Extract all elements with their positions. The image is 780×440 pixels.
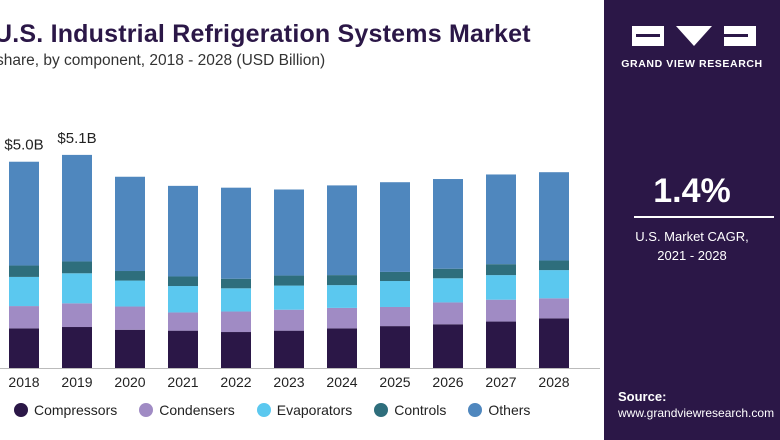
bar-2026-condensers (433, 302, 463, 325)
brand-name: GRAND VIEW RESEARCH (621, 58, 763, 70)
bar-2023-others (274, 189, 304, 276)
bar-2018-others (9, 161, 39, 266)
bar-2018-controls (9, 265, 39, 277)
bar-2025-others (380, 182, 410, 272)
chart-subtitle: share, by component, 2018 - 2028 (USD Bi… (0, 52, 326, 69)
bar-2026-controls (433, 268, 463, 279)
bar-2022-compressors (221, 332, 251, 368)
legend-swatch (374, 403, 389, 417)
legend-item-evaporators: Evaporators (256, 402, 353, 418)
bar-2022-controls (221, 278, 251, 289)
legend-swatch (139, 403, 154, 417)
cagr-label-line1: U.S. Market CAGR, (635, 229, 749, 244)
bar-2023-condensers (274, 309, 304, 331)
x-tick-label: 2020 (114, 374, 145, 390)
cagr-divider (634, 216, 774, 218)
bar-2027-evaporators (486, 275, 516, 300)
bar-2021-compressors (168, 330, 198, 368)
bar-2020-others (115, 176, 145, 272)
bar-2020-controls (115, 271, 145, 281)
legend-label: Others (488, 402, 531, 418)
x-tick-label: 2024 (326, 374, 357, 390)
grand-view-research-logo (632, 26, 756, 46)
x-tick-label: 2023 (273, 374, 304, 390)
panel-separator (600, 0, 604, 440)
bar-2027-compressors (486, 321, 516, 368)
bar-2020-compressors (115, 329, 145, 368)
x-tick-label: 2027 (485, 374, 516, 390)
legend-swatch (468, 403, 483, 417)
legend-item-condensers: Condensers (139, 402, 235, 418)
bar-2019-condensers (62, 303, 92, 328)
bar-2024-condensers (327, 307, 357, 329)
bar-2020-condensers (115, 306, 145, 330)
bar-2019-controls (62, 261, 92, 274)
legend-label: Evaporators (276, 402, 353, 418)
bar-2027-controls (486, 264, 516, 276)
bar-2026-compressors (433, 324, 463, 368)
legend-item-compressors: Compressors (14, 402, 117, 418)
legend-swatch (14, 403, 28, 417)
bar-2028-others (539, 172, 569, 261)
x-tick-label: 2022 (220, 374, 251, 390)
bar-2028-evaporators (539, 270, 569, 299)
bar-2023-compressors (274, 330, 304, 368)
chart-title: U.S. Industrial Refrigeration Systems Ma… (0, 20, 531, 48)
bar-2027-others (486, 174, 516, 265)
legend-label: Controls (394, 402, 447, 418)
bar-2027-condensers (486, 299, 516, 322)
bar-2018-condensers (9, 306, 39, 329)
bar-2024-compressors (327, 328, 357, 368)
x-tick-label: 2026 (432, 374, 463, 390)
bar-2019-compressors (62, 327, 92, 368)
bar-2021-condensers (168, 312, 198, 331)
side-panel: GRAND VIEW RESEARCH 1.4% U.S. Market CAG… (604, 0, 780, 440)
bar-2023-evaporators (274, 285, 304, 310)
bar-2028-controls (539, 260, 569, 271)
bar-2020-evaporators (115, 280, 145, 307)
bar-2025-condensers (380, 306, 410, 327)
cagr-label-line2: 2021 - 2028 (657, 248, 727, 263)
cagr-label: U.S. Market CAGR, 2021 - 2028 (604, 227, 780, 265)
bar-2025-compressors (380, 326, 410, 368)
bar-2021-others (168, 185, 198, 277)
chart-legend: Compressors Condensers Evaporators Controls… (14, 402, 530, 418)
bar-2019-evaporators (62, 273, 92, 304)
x-tick-label: 2019 (61, 374, 92, 390)
cagr-value: 1.4% (653, 172, 731, 210)
bar-2028-compressors (539, 318, 569, 368)
bar-2024-others (327, 185, 357, 276)
bar-2018-compressors (9, 328, 39, 368)
source-link[interactable]: www.grandviewresearch.com (618, 406, 775, 420)
legend-item-others: Others (468, 402, 530, 418)
bar-2026-evaporators (433, 278, 463, 303)
bar-2021-controls (168, 276, 198, 287)
bar-2025-controls (380, 271, 410, 282)
bar-2022-condensers (221, 311, 251, 333)
bar-2024-controls (327, 275, 357, 286)
data-label-2019: $5.1B (57, 130, 96, 147)
bar-2028-condensers (539, 298, 569, 319)
bar-2026-others (433, 179, 463, 269)
bar-2022-others (221, 187, 251, 279)
bar-2021-evaporators (168, 286, 198, 313)
bar-2024-evaporators (327, 285, 357, 308)
x-tick-label: 2021 (167, 374, 198, 390)
data-label-2018: $5.0B (4, 137, 43, 154)
legend-label: Compressors (34, 402, 118, 418)
bar-2018-evaporators (9, 276, 39, 307)
bar-2025-evaporators (380, 281, 410, 307)
bar-2022-evaporators (221, 288, 251, 312)
stacked-bar-chart: 2018 2019 2020 2021 2022 2023 2024 2025 2026 2027… (0, 130, 600, 390)
x-tick-label: 2018 (8, 374, 39, 390)
legend-swatch (256, 403, 271, 417)
legend-label: Condensers (159, 402, 235, 418)
x-tick-label: 2028 (538, 374, 569, 390)
x-tick-label: 2025 (379, 374, 410, 390)
bar-2019-others (62, 154, 92, 262)
legend-item-controls: Controls (374, 402, 446, 418)
source-title: Source: (618, 389, 667, 404)
bar-2023-controls (274, 275, 304, 286)
